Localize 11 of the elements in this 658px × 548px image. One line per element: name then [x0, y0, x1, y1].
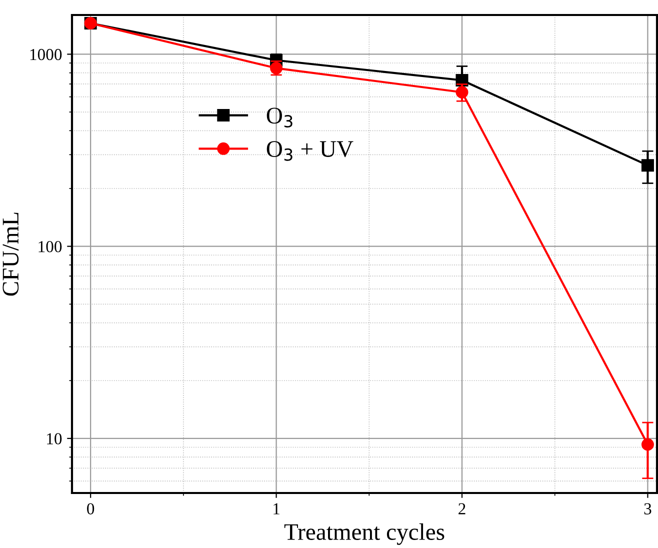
- x-tick-label: 1: [274, 503, 280, 514]
- y-tick-label: 10: [47, 433, 62, 444]
- x-tick-label: 3: [644, 503, 652, 514]
- legend-label: O$_{3}$: [266, 108, 292, 128]
- x-tick-label: 2: [458, 503, 466, 514]
- x-axis-title: Treatment cycles: [284, 523, 444, 545]
- x-tick-label: 0: [87, 503, 94, 514]
- y-tick-label: 100: [38, 241, 62, 252]
- y-tick-label: 1000: [30, 48, 62, 60]
- y-axis-title: CFU/mL: [2, 212, 19, 296]
- legend-label: O$_{3}$ + UV: [266, 141, 354, 161]
